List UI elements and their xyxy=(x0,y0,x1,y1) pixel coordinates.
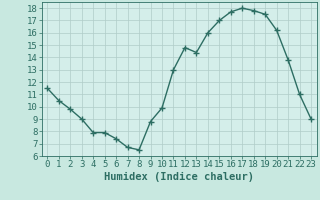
X-axis label: Humidex (Indice chaleur): Humidex (Indice chaleur) xyxy=(104,172,254,182)
